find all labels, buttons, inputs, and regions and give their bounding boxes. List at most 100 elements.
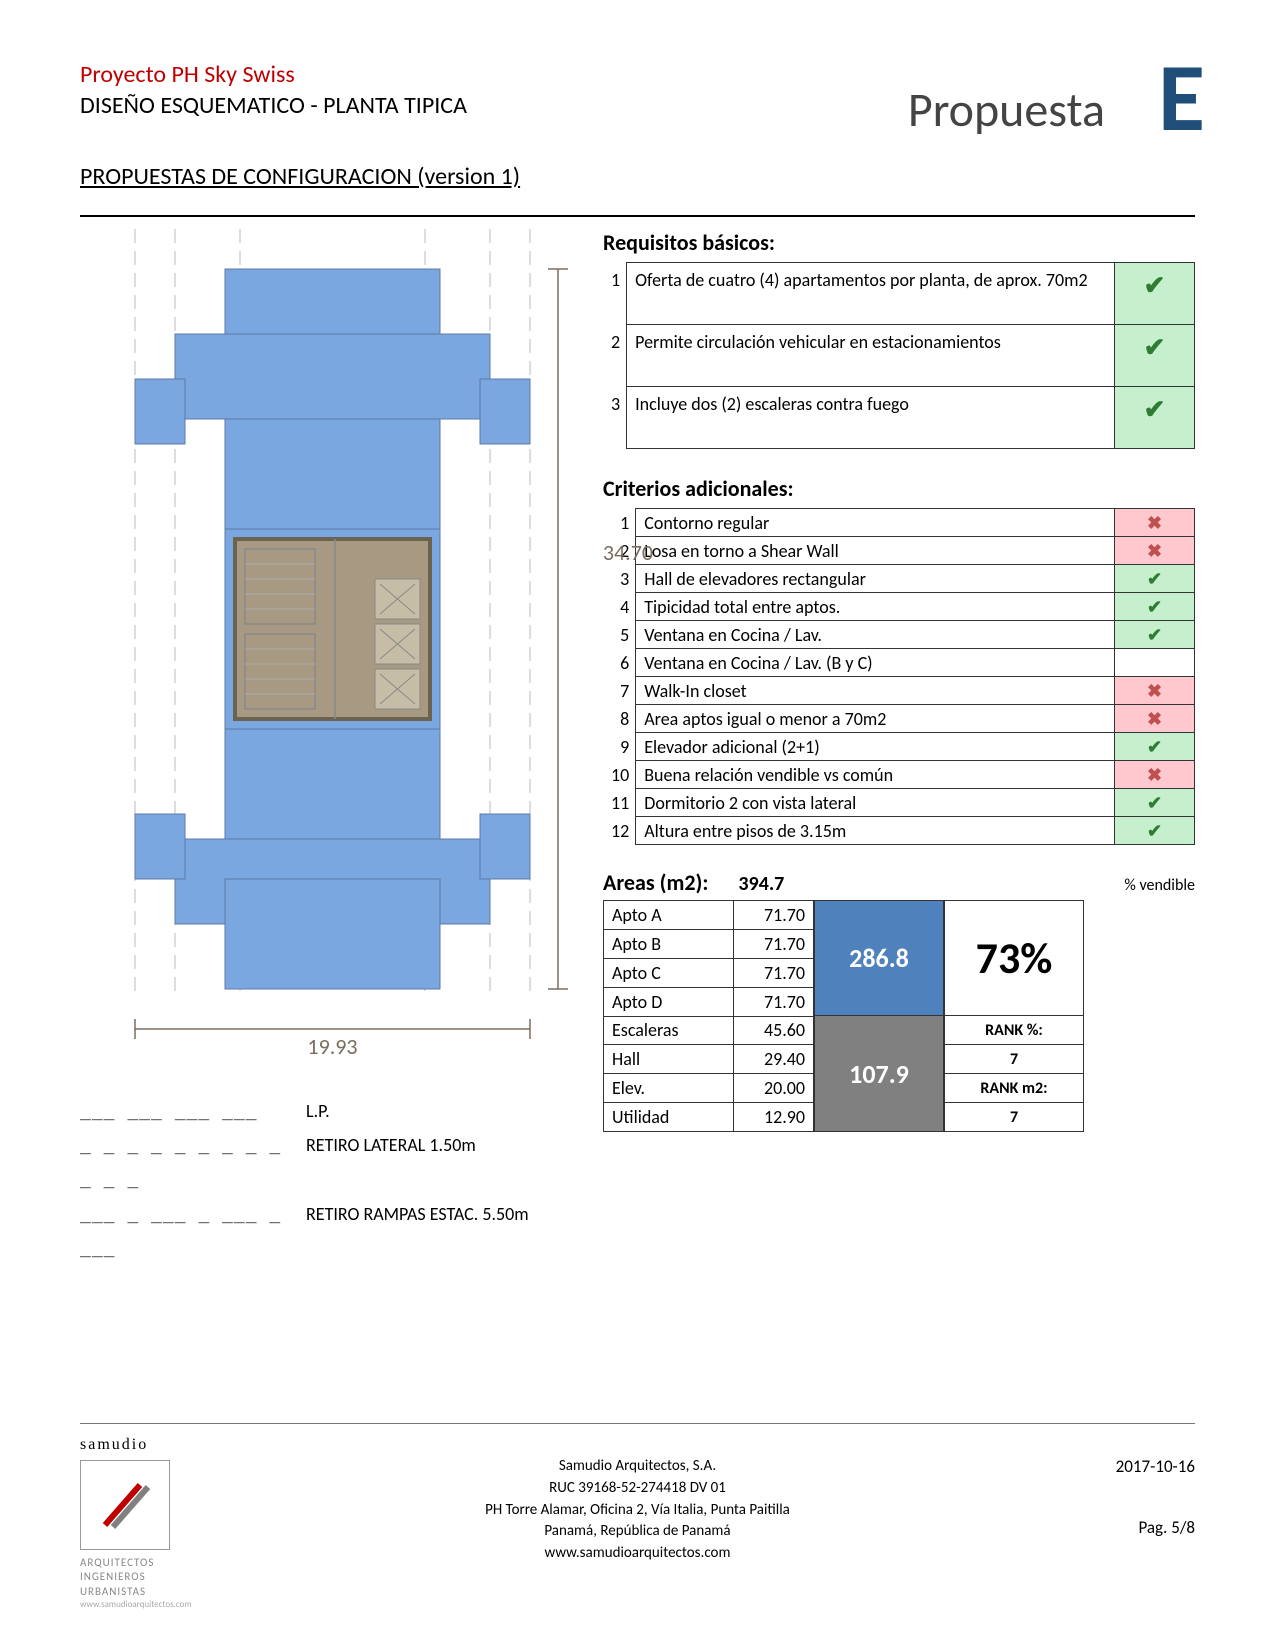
row-number: 10 — [603, 761, 636, 789]
check-icon: ✔ — [1115, 387, 1195, 449]
logo-icon — [80, 1460, 170, 1550]
legend-row: ___ ___ ___ ___ L.P. — [80, 1094, 585, 1128]
area-value: 29.40 — [734, 1045, 814, 1074]
row-text: Area aptos igual o menor a 70m2 — [636, 705, 1115, 733]
criterios-row: 12Altura entre pisos de 3.15m✔ — [603, 817, 1195, 845]
area-name: Apto B — [604, 929, 734, 958]
row-text: Tipicidad total entre aptos. — [636, 593, 1115, 621]
area-value: 71.70 — [734, 901, 814, 930]
area-name: Hall — [604, 1045, 734, 1074]
criterios-row: 8Area aptos igual o menor a 70m2✖ — [603, 705, 1195, 733]
logo-sub1: ARQUITECTOS — [80, 1556, 240, 1570]
check-icon: ✖ — [1115, 509, 1195, 537]
logo-url: www.samudioarquitectos.com — [80, 1599, 240, 1610]
right-column: Requisitos básicos: 1Oferta de cuatro (4… — [603, 229, 1195, 1265]
row-text: Incluye dos (2) escaleras contra fuego — [627, 387, 1115, 449]
sum-sellable: 286.8 — [814, 900, 944, 1016]
requisitos-row: 3Incluye dos (2) escaleras contra fuego✔ — [603, 387, 1195, 449]
criterios-row: 5Ventana en Cocina / Lav.✔ — [603, 621, 1195, 649]
row-text: Altura entre pisos de 3.15m — [636, 817, 1115, 845]
footer: samudio ARQUITECTOS INGENIEROS URBANISTA… — [80, 1423, 1195, 1610]
area-name: Apto A — [604, 901, 734, 930]
area-name: Elev. — [604, 1074, 734, 1103]
footer-line: RUC 39168-52-274418 DV 01 — [240, 1478, 1035, 1500]
areas-row: Hall29.40 — [604, 1045, 814, 1074]
row-number: 3 — [603, 565, 636, 593]
footer-line: Samudio Arquitectos, S.A. — [240, 1456, 1035, 1478]
row-number: 12 — [603, 817, 636, 845]
legend-row: ___ _ ___ _ ___ _ ___ RETIRO RAMPAS ESTA… — [80, 1197, 585, 1265]
area-value: 12.90 — [734, 1103, 814, 1132]
areas-table: Apto A71.70Apto B71.70Apto C71.70Apto D7… — [603, 900, 814, 1132]
check-icon — [1115, 649, 1195, 677]
divider-footer — [80, 1423, 1195, 1424]
criterios-title: Criterios adicionales: — [603, 475, 1195, 502]
check-icon: ✖ — [1115, 677, 1195, 705]
sum-common: 107.9 — [814, 1016, 944, 1132]
footer-date: 2017-10-16 — [1035, 1456, 1195, 1477]
row-text: Oferta de cuatro (4) apartamentos por pl… — [627, 263, 1115, 325]
check-icon: ✔ — [1115, 817, 1195, 845]
legend-symbol: _ _ _ _ _ _ _ _ _ _ _ _ — [80, 1128, 290, 1196]
check-icon: ✔ — [1115, 263, 1195, 325]
check-icon: ✔ — [1115, 621, 1195, 649]
floorplan-column: 19.93 34.70 ___ ___ ___ ___ L.P. _ _ _ _… — [80, 229, 585, 1265]
area-name: Utilidad — [604, 1103, 734, 1132]
main-content: 19.93 34.70 ___ ___ ___ ___ L.P. _ _ _ _… — [80, 229, 1195, 1265]
footer-page: Pag. 5/8 — [1035, 1517, 1195, 1538]
check-icon: ✖ — [1115, 761, 1195, 789]
footer-line: PH Torre Alamar, Oficina 2, Vía Italia, … — [240, 1500, 1035, 1522]
rank-m2-value: 7 — [944, 1103, 1084, 1132]
areas-row: Apto A71.70 — [604, 901, 814, 930]
row-text: Losa en torno a Shear Wall — [636, 537, 1115, 565]
row-number: 4 — [603, 593, 636, 621]
criterios-row: 10Buena relación vendible vs común✖ — [603, 761, 1195, 789]
check-icon: ✖ — [1115, 537, 1195, 565]
criterios-row: 6Ventana en Cocina / Lav. (B y C) — [603, 649, 1195, 677]
areas-row: Utilidad12.90 — [604, 1103, 814, 1132]
pct-value: 73% — [944, 900, 1084, 1016]
criterios-row: 4Tipicidad total entre aptos.✔ — [603, 593, 1195, 621]
row-text: Ventana en Cocina / Lav. — [636, 621, 1115, 649]
area-value: 20.00 — [734, 1074, 814, 1103]
dimension-height: 34.70 — [603, 539, 653, 566]
floorplan-legend: ___ ___ ___ ___ L.P. _ _ _ _ _ _ _ _ _ _… — [80, 1094, 585, 1265]
area-name: Escaleras — [604, 1016, 734, 1045]
check-icon: ✔ — [1115, 593, 1195, 621]
criterios-row: 7Walk-In closet✖ — [603, 677, 1195, 705]
row-text: Permite circulación vehicular en estacio… — [627, 325, 1115, 387]
legend-row: _ _ _ _ _ _ _ _ _ _ _ _ RETIRO LATERAL 1… — [80, 1128, 585, 1196]
row-number: 6 — [603, 649, 636, 677]
legend-label: L.P. — [306, 1094, 330, 1128]
proposal-word: Propuesta — [908, 80, 1105, 139]
config-title: PROPUESTAS DE CONFIGURACION (version 1) — [80, 162, 1195, 191]
area-value: 71.70 — [734, 987, 814, 1016]
check-icon: ✖ — [1115, 705, 1195, 733]
row-text: Buena relación vendible vs común — [636, 761, 1115, 789]
criterios-row: 3Hall de elevadores rectangular✔ — [603, 565, 1195, 593]
row-text: Dormitorio 2 con vista lateral — [636, 789, 1115, 817]
footer-line: Panamá, República de Panamá — [240, 1521, 1035, 1543]
row-number: 2 — [603, 325, 627, 387]
logo-sub2: INGENIEROS — [80, 1570, 240, 1584]
requisitos-row: 1Oferta de cuatro (4) apartamentos por p… — [603, 263, 1195, 325]
logo-name: samudio — [80, 1436, 240, 1454]
footer-right: 2017-10-16 Pag. 5/8 — [1035, 1436, 1195, 1538]
rank-pct-label: RANK %: — [944, 1016, 1084, 1045]
requisitos-row: 2Permite circulación vehicular en estaci… — [603, 325, 1195, 387]
criterios-row: 9Elevador adicional (2+1)✔ — [603, 733, 1195, 761]
area-value: 71.70 — [734, 958, 814, 987]
floorplan-svg — [80, 229, 585, 1054]
floorplan-diagram: 19.93 34.70 — [80, 229, 585, 1054]
logo-sub3: URBANISTAS — [80, 1585, 240, 1599]
row-number: 7 — [603, 677, 636, 705]
legend-symbol: ___ ___ ___ ___ — [80, 1094, 290, 1128]
area-name: Apto D — [604, 987, 734, 1016]
check-icon: ✔ — [1115, 789, 1195, 817]
requisitos-table: 1Oferta de cuatro (4) apartamentos por p… — [603, 262, 1195, 449]
logo-block: samudio ARQUITECTOS INGENIEROS URBANISTA… — [80, 1436, 240, 1610]
rank-pct-value: 7 — [944, 1045, 1084, 1074]
area-value: 45.60 — [734, 1016, 814, 1045]
requisitos-title: Requisitos básicos: — [603, 229, 1195, 256]
check-icon: ✔ — [1115, 325, 1195, 387]
